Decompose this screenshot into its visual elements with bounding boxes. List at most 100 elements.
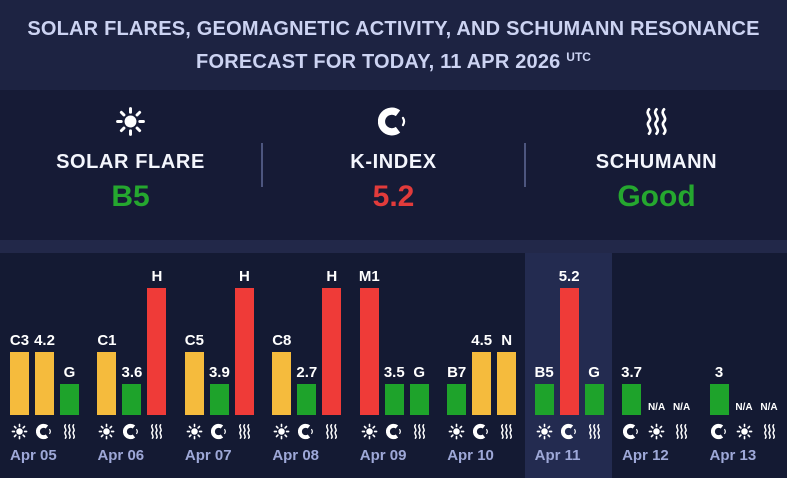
k-index-bar (709, 384, 729, 415)
k-index-bar (559, 288, 579, 415)
schumann-value-label: H (151, 268, 163, 285)
bar-slot-k-index: 2.7 (296, 364, 318, 415)
summary-panel: SOLAR FLARE B5 K-INDEX 5.2 SCHUMANN Good (0, 90, 787, 240)
bar-slot-schumann: H (147, 268, 167, 415)
solar-flare-value-label: B7 (447, 364, 467, 381)
k-index-value: 5.2 (372, 180, 415, 213)
day-icons (360, 420, 429, 442)
magnet-icon (710, 420, 729, 442)
day-date-label: Apr 11 (534, 447, 581, 464)
k-index-bar (622, 384, 642, 415)
bar-slot-solar-flare: N/A (647, 403, 666, 415)
solar-flare-value-label: C3 (9, 332, 30, 349)
day-icons (447, 420, 516, 442)
day-group: C8 2.7 H Apr 08 (262, 253, 349, 478)
solar-flare-bar (359, 288, 379, 415)
magnet-icon (472, 420, 491, 442)
day-icons (10, 420, 79, 442)
day-icons (535, 420, 604, 442)
day-group: C1 3.6 H Apr 06 (87, 253, 174, 478)
k-index-bar (35, 352, 54, 415)
day-group: C5 3.9 H Apr 07 (175, 253, 262, 478)
sun-icon (647, 420, 666, 442)
bar-slot-solar-flare: C8 (272, 333, 291, 415)
day-icons (272, 420, 341, 442)
waves-icon (641, 103, 672, 139)
solar-flare-bar (184, 352, 204, 415)
schumann-bar (497, 352, 517, 415)
utc-suffix: UTC (566, 49, 591, 64)
forecast-chart: C3 4.2 G Apr 05 C1 3.6 H Apr 06 C5 3.9 H Apr 0… (0, 253, 787, 478)
k-index-value-label: 4.2 (34, 332, 55, 349)
day-date-label: Apr 06 (97, 447, 145, 464)
k-index-bar (297, 384, 317, 415)
day-date-label: Apr 13 (709, 447, 757, 464)
bar-slot-k-index: 3 (709, 364, 729, 415)
day-icons (97, 420, 166, 442)
summary-divider (261, 143, 263, 187)
bar-slot-schumann: N/A (672, 403, 691, 415)
schumann-value-label: N (501, 332, 513, 349)
day-date-label: Apr 09 (359, 447, 407, 464)
bar-slot-k-index: 3.5 (384, 365, 405, 415)
k-index-value-label: 3 (714, 364, 724, 381)
day-bars: C5 3.9 H (185, 253, 254, 415)
bar-slot-solar-flare: C3 (10, 333, 29, 415)
schumann-value: Good (617, 180, 696, 213)
schumann-value-label: H (238, 268, 250, 285)
bar-slot-k-index: 5.2 (559, 269, 580, 415)
day-bars: C8 2.7 H (272, 253, 342, 415)
k-index-value-label: 3.6 (121, 364, 143, 381)
day-bars: B5 5.2 G (535, 253, 604, 415)
magnet-icon (385, 420, 404, 442)
schumann-value-label: G (413, 364, 426, 381)
day-bars: B7 4.5 N (447, 253, 517, 415)
schumann-bar (584, 384, 604, 415)
k-index-value-label: 2.7 (296, 364, 318, 381)
day-group-today: B5 5.2 G Apr 11 (524, 253, 613, 478)
day-group: C3 4.2 G Apr 05 (0, 253, 87, 478)
magnet-icon (560, 420, 579, 442)
sun-icon (447, 420, 466, 442)
bar-slot-schumann: N (497, 332, 517, 415)
solar-flare-value-label: C5 (184, 332, 204, 349)
schumann-bar (234, 288, 254, 415)
waves-icon (410, 420, 429, 442)
day-bars: 3.7 N/A N/A (621, 253, 691, 415)
day-group: 3.7 N/A N/A Apr 12 (612, 253, 699, 478)
waves-icon (672, 420, 691, 442)
sun-icon (10, 420, 29, 442)
solar-flare-value-label: C1 (97, 332, 117, 349)
schumann-value-label: N/A (760, 402, 778, 413)
forecast-header: SOLAR FLARES, GEOMAGNETIC ACTIVITY, AND … (0, 0, 787, 90)
magnet-icon (122, 420, 141, 442)
solar-flare-label: SOLAR FLARE (56, 151, 205, 173)
day-date-label: Apr 07 (184, 447, 232, 464)
k-index-bar (122, 384, 142, 415)
schumann-bar (60, 384, 79, 415)
schumann-label: SCHUMANN (595, 151, 718, 173)
bar-slot-solar-flare: C5 (185, 333, 204, 415)
bar-slot-k-index: 3.6 (121, 364, 143, 415)
bar-slot-k-index: 3.7 (621, 365, 642, 415)
section-divider (0, 240, 787, 253)
sun-icon (535, 420, 554, 442)
sun-icon (272, 420, 291, 442)
day-date-label: Apr 05 (10, 447, 57, 464)
bar-slot-schumann: H (322, 268, 342, 415)
solar-flare-value-label: M1 (358, 268, 380, 285)
k-index-value-label: 4.5 (471, 332, 493, 349)
waves-icon (60, 420, 79, 442)
solar-flare-value: B5 (111, 180, 150, 213)
summary-solar-flare: SOLAR FLARE B5 (0, 90, 261, 240)
k-index-value-label: 3.9 (208, 364, 230, 381)
solar-flare-bar (10, 352, 29, 415)
k-index-bar (209, 384, 229, 415)
solar-flare-value-label: N/A (647, 402, 666, 413)
day-bars: M1 3.5 G (358, 253, 429, 415)
schumann-bar (322, 288, 342, 415)
waves-icon (235, 420, 254, 442)
sun-icon (115, 103, 146, 139)
bar-slot-solar-flare: N/A (735, 403, 754, 415)
schumann-value-label: H (326, 268, 338, 285)
